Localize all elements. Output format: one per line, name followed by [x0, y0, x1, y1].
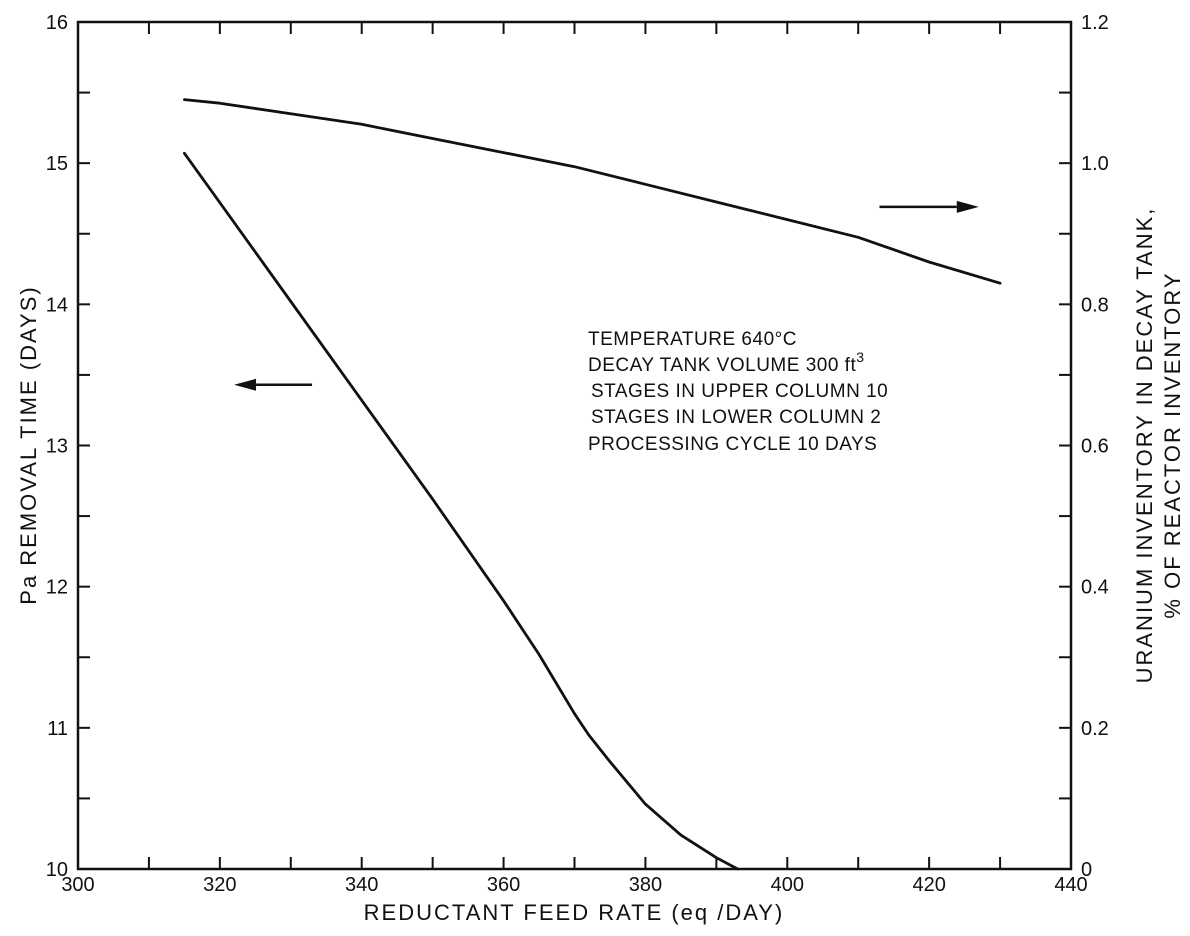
y-left-tick-labels: 10 11 12 13 14 15 16 — [46, 12, 68, 881]
annotation-line: DECAY TANK VOLUME 300 ft3 — [588, 349, 865, 376]
annotation-line: STAGES IN UPPER COLUMN 10 — [591, 381, 888, 402]
x-tick-label: 440 — [1054, 874, 1087, 896]
y-right-tick-label: 1.2 — [1081, 12, 1109, 34]
y-left-tick-label: 15 — [46, 153, 68, 175]
x-tick-label: 360 — [487, 874, 520, 896]
plot-frame — [76, 20, 1073, 871]
annotation-line: TEMPERATURE 640°C — [588, 329, 797, 350]
x-axis-title: REDUCTANT FEED RATE (eq /DAY) — [364, 900, 785, 925]
y-right-axis-title-line2: % OF REACTOR INVENTORY — [1160, 271, 1185, 618]
x-tick-label: 300 — [61, 874, 94, 896]
x-tick-labels: 300 320 340 360 380 400 420 440 — [61, 874, 1087, 896]
y-left-tick-label: 11 — [47, 718, 68, 740]
y-right-tick-label: 0.4 — [1081, 577, 1109, 599]
series-line-2 — [182, 98, 1002, 285]
axis-ticks — [77, 21, 1072, 870]
annotation-line: STAGES IN LOWER COLUMN 2 — [591, 407, 881, 428]
series-group — [182, 98, 1002, 871]
y-left-tick-label: 14 — [46, 294, 68, 316]
arrows-group — [234, 200, 979, 391]
arrow-head — [234, 378, 257, 391]
arrow-head — [956, 200, 979, 213]
y-right-tick-labels: 0 0.2 0.4 0.6 0.8 1.0 1.2 — [1081, 12, 1109, 881]
y-right-tick-label: 0 — [1081, 859, 1092, 881]
y-right-tick-label: 1.0 — [1081, 153, 1109, 175]
y-right-axis-title-line1: URANIUM INVENTORY IN DECAY TANK, — [1132, 207, 1157, 684]
y-right-tick-label: 0.8 — [1081, 294, 1109, 316]
y-right-tick-label: 0.6 — [1081, 436, 1109, 458]
annotation-superscript: 3 — [856, 349, 864, 365]
y-left-axis-title: Pa REMOVAL TIME (DAYS) — [16, 285, 41, 604]
y-left-tick-label: 12 — [46, 577, 68, 599]
x-tick-label: 400 — [771, 874, 804, 896]
y-left-tick-label: 10 — [46, 859, 68, 881]
y-right-tick-label: 0.2 — [1081, 718, 1109, 740]
series-line-1 — [182, 151, 739, 871]
y-left-tick-label: 13 — [46, 436, 68, 458]
x-tick-label: 420 — [912, 874, 945, 896]
x-tick-label: 320 — [203, 874, 236, 896]
annotation-line-text: DECAY TANK VOLUME 300 ft — [588, 355, 856, 376]
x-tick-label: 340 — [345, 874, 378, 896]
x-tick-label: 380 — [629, 874, 662, 896]
y-left-tick-label: 16 — [46, 12, 68, 34]
annotation-line: PROCESSING CYCLE 10 DAYS — [588, 434, 877, 455]
conditions-annotation: TEMPERATURE 640°C DECAY TANK VOLUME 300 … — [588, 329, 888, 455]
